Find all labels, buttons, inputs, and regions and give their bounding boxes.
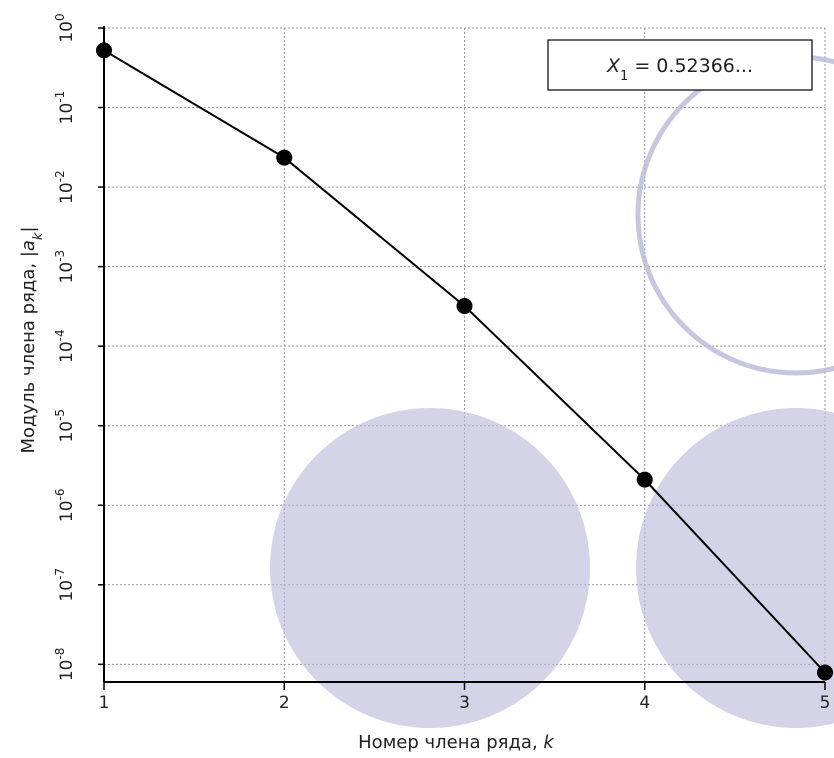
annotation-frame: [547, 39, 813, 91]
y-tick-label: 10-6: [53, 488, 77, 522]
y-tick-label: 10-3: [53, 250, 77, 284]
x-axis-title: Номер члена ряда, k: [358, 732, 555, 753]
y-tick-label: 10-8: [53, 648, 77, 682]
x-tick-label: 2: [279, 693, 290, 713]
series: [96, 42, 833, 681]
decoration-disc-right: [636, 408, 834, 728]
y-tick-label: 100: [53, 13, 77, 42]
decoration-shapes: [270, 54, 834, 728]
y-tick-label: 10-7: [53, 568, 77, 602]
y-tick-label: 10-4: [53, 329, 77, 363]
data-point: [276, 149, 293, 166]
x-tick-label: 5: [820, 693, 831, 713]
annotation-box: X1 = 0.52366...: [547, 39, 813, 91]
axes: [98, 26, 826, 690]
x-tick-label: 1: [99, 693, 110, 713]
y-tick-label: 10-5: [53, 409, 77, 443]
x-tick-label: 4: [639, 693, 650, 713]
data-point: [96, 42, 112, 59]
data-point: [817, 664, 833, 681]
y-tick-label: 10-1: [53, 91, 77, 125]
x-tick-label: 3: [459, 693, 470, 713]
annotation-text: X1 = 0.52366...: [606, 55, 753, 84]
y-tick-label: 10-2: [53, 170, 77, 204]
tick-labels: 1 2 3 4 5 100 10-1 10-2 10-3 10-4 10-5 10-6 10-7 10-8: [53, 13, 830, 713]
decoration-ring: [635, 54, 834, 376]
data-point: [636, 471, 653, 488]
decoration-disc-left: [270, 408, 590, 728]
y-axis-title: Модуль члена ряда, |ak|: [18, 226, 46, 453]
data-point: [456, 297, 473, 314]
